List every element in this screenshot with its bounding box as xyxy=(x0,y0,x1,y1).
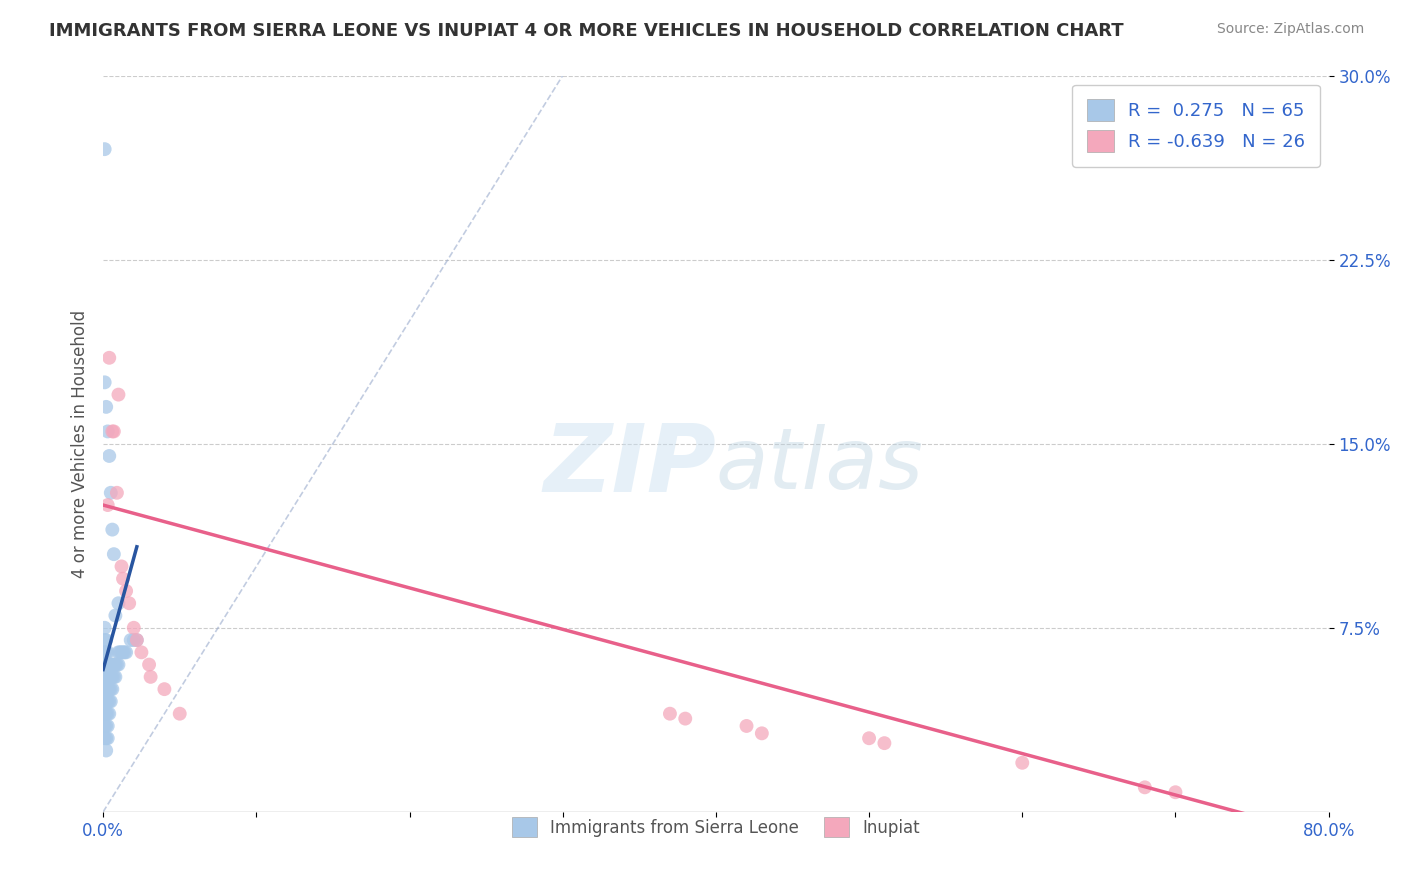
Point xyxy=(97,731,120,746)
Point xyxy=(735,719,758,733)
Point xyxy=(97,425,120,439)
Point xyxy=(97,706,120,721)
Point xyxy=(873,736,896,750)
Point xyxy=(131,645,153,659)
Point xyxy=(97,670,120,684)
Point xyxy=(96,743,118,757)
Point xyxy=(96,706,118,721)
Point xyxy=(100,485,122,500)
Point xyxy=(112,645,135,659)
Point xyxy=(96,645,118,659)
Point xyxy=(1011,756,1033,770)
Point xyxy=(100,694,122,708)
Point xyxy=(103,425,125,439)
Point xyxy=(98,670,121,684)
Point xyxy=(125,633,148,648)
Legend: Immigrants from Sierra Leone, Inupiat: Immigrants from Sierra Leone, Inupiat xyxy=(505,810,927,844)
Point xyxy=(104,608,127,623)
Point xyxy=(98,706,121,721)
Point xyxy=(93,621,115,635)
Point xyxy=(97,694,120,708)
Point xyxy=(115,645,138,659)
Point xyxy=(93,376,115,390)
Point xyxy=(93,682,115,697)
Point xyxy=(101,523,124,537)
Point xyxy=(103,670,125,684)
Point xyxy=(105,485,128,500)
Point xyxy=(114,645,136,659)
Point xyxy=(751,726,773,740)
Point xyxy=(98,351,121,365)
Point xyxy=(122,621,145,635)
Point xyxy=(96,719,118,733)
Point xyxy=(139,670,162,684)
Point xyxy=(96,670,118,684)
Point xyxy=(103,657,125,672)
Point xyxy=(97,498,120,512)
Point xyxy=(96,633,118,648)
Point xyxy=(98,657,121,672)
Point xyxy=(107,645,129,659)
Point xyxy=(96,657,118,672)
Point xyxy=(673,712,696,726)
Point xyxy=(97,645,120,659)
Point xyxy=(100,670,122,684)
Text: IMMIGRANTS FROM SIERRA LEONE VS INUPIAT 4 OR MORE VEHICLES IN HOUSEHOLD CORRELAT: IMMIGRANTS FROM SIERRA LEONE VS INUPIAT … xyxy=(49,22,1123,40)
Point xyxy=(858,731,880,746)
Point xyxy=(104,657,127,672)
Point xyxy=(107,596,129,610)
Point xyxy=(97,657,120,672)
Point xyxy=(1164,785,1187,799)
Point xyxy=(101,670,124,684)
Point xyxy=(93,633,115,648)
Point xyxy=(118,596,141,610)
Point xyxy=(98,449,121,463)
Text: ZIP: ZIP xyxy=(543,420,716,512)
Point xyxy=(96,400,118,414)
Point xyxy=(93,670,115,684)
Point xyxy=(93,142,115,156)
Point xyxy=(101,657,124,672)
Point xyxy=(125,633,148,648)
Point xyxy=(104,670,127,684)
Point xyxy=(98,694,121,708)
Point xyxy=(112,572,135,586)
Point xyxy=(101,425,124,439)
Point xyxy=(100,682,122,697)
Point xyxy=(658,706,681,721)
Point xyxy=(93,719,115,733)
Point xyxy=(97,682,120,697)
Point xyxy=(105,657,128,672)
Point xyxy=(96,694,118,708)
Point xyxy=(101,682,124,697)
Point xyxy=(138,657,160,672)
Point xyxy=(93,657,115,672)
Point xyxy=(1133,780,1156,795)
Point xyxy=(108,645,131,659)
Text: atlas: atlas xyxy=(716,425,924,508)
Y-axis label: 4 or more Vehicles in Household: 4 or more Vehicles in Household xyxy=(72,310,89,578)
Point xyxy=(96,731,118,746)
Point xyxy=(103,547,125,561)
Point xyxy=(169,706,191,721)
Point xyxy=(93,731,115,746)
Point xyxy=(110,645,132,659)
Point xyxy=(97,719,120,733)
Point xyxy=(98,682,121,697)
Point xyxy=(96,682,118,697)
Point xyxy=(120,633,142,648)
Point xyxy=(115,584,138,599)
Point xyxy=(107,387,129,401)
Point xyxy=(110,559,132,574)
Point xyxy=(93,694,115,708)
Point xyxy=(107,657,129,672)
Text: Source: ZipAtlas.com: Source: ZipAtlas.com xyxy=(1216,22,1364,37)
Point xyxy=(100,657,122,672)
Point xyxy=(122,633,145,648)
Point xyxy=(93,645,115,659)
Point xyxy=(93,706,115,721)
Point xyxy=(153,682,176,697)
